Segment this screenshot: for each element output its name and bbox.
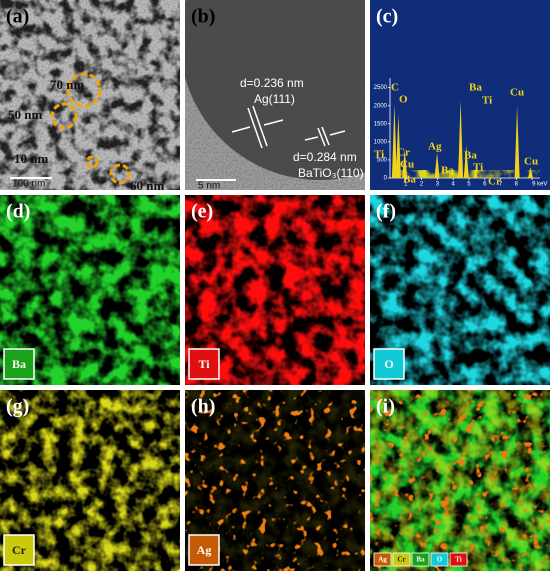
element-tag: Ba (12, 357, 26, 371)
peak-label: Cu (510, 87, 524, 99)
legend-box (449, 552, 468, 567)
particle-marker (50, 102, 78, 130)
element-tag-box (3, 348, 35, 380)
panel-label: (i) (376, 396, 395, 418)
overlay-map (370, 390, 550, 571)
arrow (231, 126, 251, 133)
legend-label: O (437, 556, 443, 564)
peak-label: C (391, 82, 399, 94)
element-tag-box (3, 534, 35, 566)
scale-label: 5 nm (198, 181, 220, 192)
hrtem-image (185, 0, 365, 190)
spectrum-peak (402, 149, 408, 178)
element-tag-box (373, 348, 405, 380)
spectrum-peak (434, 152, 440, 178)
panel-label: (c) (376, 6, 398, 28)
x-tick-label: 9 keV (532, 182, 547, 188)
legend-box (411, 552, 430, 567)
panel-label: (h) (191, 396, 215, 418)
size-annotation: 60 nm (130, 178, 164, 193)
y-tick-label: 0 (384, 176, 388, 182)
particle-marker (66, 72, 102, 108)
x-tick-label: 1 (404, 182, 408, 188)
panel-label: (f) (376, 201, 396, 223)
legend-box (430, 552, 449, 567)
peak-label: Ba (469, 82, 482, 94)
element-tag: Ti (198, 357, 210, 371)
scale-label: 100 nm (12, 179, 45, 190)
spectrum-peak (472, 168, 478, 178)
d-spacing: d=0.284 nm (293, 150, 357, 164)
x-tick-label: 4 (451, 182, 455, 188)
x-tick-label: 6 (483, 182, 487, 188)
lattice-fringe (247, 107, 263, 149)
hrtem-grain (185, 0, 365, 190)
element-tag-box (188, 348, 220, 380)
crystal-plane: BaTiO₃(110) (298, 166, 364, 180)
spectrum-peak (514, 105, 520, 178)
legend-box (373, 552, 392, 567)
y-tick-label: 2000 (374, 103, 388, 109)
lattice-fringe (317, 127, 326, 147)
arrow (263, 119, 284, 126)
panel-label: (a) (6, 6, 29, 28)
peak-label: Ba (403, 174, 416, 186)
y-tick-label: 1500 (374, 121, 388, 127)
lattice-fringe (321, 126, 330, 146)
element-tag: Ag (197, 543, 212, 557)
panel-label: (b) (191, 6, 215, 28)
peak-label: Cu (524, 156, 538, 168)
x-tick-label: 5 (467, 182, 471, 188)
y-tick-label: 1000 (374, 139, 388, 145)
peak-label: O (399, 94, 408, 106)
spectrum-peak (391, 103, 397, 178)
peak-label: Ba (441, 165, 454, 177)
size-annotation: 70 nm (50, 77, 84, 92)
element-tag: Cr (12, 543, 27, 557)
y-tick-label: 500 (377, 158, 388, 164)
lattice-fringe (252, 105, 268, 147)
x-tick-label: 3 (436, 182, 440, 188)
x-tick-label: 2 (420, 182, 424, 188)
panel-label: (e) (191, 201, 213, 223)
panel-label: (g) (6, 396, 29, 418)
particle-marker (85, 155, 99, 169)
panel-label: (d) (6, 201, 30, 223)
d-spacing: d=0.236 nm (240, 76, 304, 90)
arrow (329, 130, 346, 136)
arrow (304, 136, 319, 141)
spectrum-peak (528, 167, 534, 178)
peak-label: Cr (488, 176, 501, 188)
x-tick-label: 8 (515, 182, 519, 188)
element-tag-box (188, 534, 220, 566)
particle-marker (109, 163, 131, 185)
legend-box (392, 552, 411, 567)
crystal-plane: Ag(111) (254, 92, 295, 106)
legend-label: Ba (416, 556, 425, 564)
peak-label: Cr (397, 147, 410, 159)
size-annotation: 10 nm (14, 151, 48, 166)
legend-label: Cr (397, 556, 405, 564)
x-tick-label: 7 (499, 182, 503, 188)
peak-label: Ba (464, 150, 477, 162)
peak-label: Ti (374, 149, 384, 161)
spectrum-peak (395, 114, 401, 178)
element-tag: O (384, 357, 393, 371)
spectrum-peak (458, 100, 464, 178)
peak-label: Ag (428, 141, 442, 153)
size-annotation: 50 nm (8, 107, 42, 122)
legend-label: Ti (455, 556, 462, 564)
spectrum-peak (463, 145, 469, 178)
peak-label: Cu (400, 159, 414, 171)
legend-label: Ag (378, 556, 387, 564)
y-tick-label: 2500 (374, 85, 388, 91)
peak-label: Ti (482, 95, 492, 107)
peak-label: Ti (473, 162, 483, 174)
